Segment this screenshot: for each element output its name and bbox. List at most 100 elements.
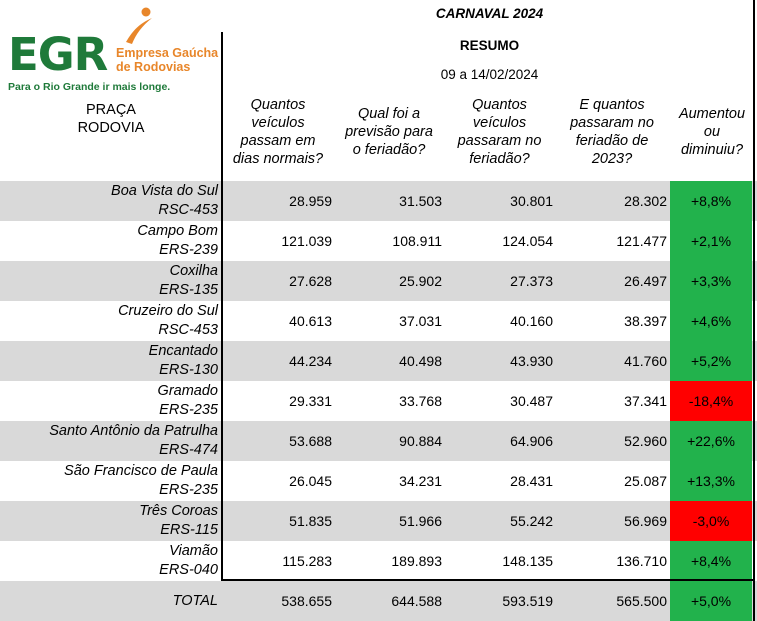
header-line: feriadão de <box>575 133 649 149</box>
change-cell: +13,3% <box>670 461 752 501</box>
normal-cell: 29.331 <box>289 393 332 409</box>
actual-cell: 27.373 <box>510 273 553 289</box>
forecast-cell: 34.231 <box>399 473 442 489</box>
header-praca-rodovia: PRAÇA RODOVIA <box>0 101 222 137</box>
praca-cell: Santo Antônio da Patrulha ERS-474 <box>0 421 218 461</box>
header-line: E quantos <box>579 97 645 113</box>
actual-cell: 30.487 <box>510 393 553 409</box>
total-normal: 538.655 <box>281 593 332 609</box>
table-row: Três Coroas ERS-115 51.835 51.966 55.242 56.9… <box>0 501 757 541</box>
normal-cell: 44.234 <box>289 353 332 369</box>
header-line: ou <box>703 124 721 140</box>
rodovia-name: ERS-135 <box>159 282 218 298</box>
total-change: +5,0% <box>670 581 752 621</box>
egr-logo: EGR Empresa Gaúcha de Rodovias Para o Ri… <box>4 6 220 98</box>
header-praca: PRAÇA <box>86 102 136 118</box>
actual-cell: 30.801 <box>510 193 553 209</box>
left-border-line <box>221 32 223 581</box>
praca-name: São Francisco de Paula <box>64 463 218 479</box>
logo-name-line1: Empresa Gaúcha <box>116 46 219 60</box>
header-line: previsão para <box>345 124 433 140</box>
rodovia-name: ERS-040 <box>159 562 218 578</box>
logo-company-name: Empresa Gaúcha de Rodovias <box>116 46 218 74</box>
header-line: diminuiu? <box>680 142 744 158</box>
last-year-cell: 26.497 <box>624 273 667 289</box>
forecast-cell: 25.902 <box>399 273 442 289</box>
forecast-cell: 189.893 <box>391 553 442 569</box>
last-year-cell: 136.710 <box>616 553 667 569</box>
change-cell: +4,6% <box>670 301 752 341</box>
header-line: veículos <box>472 115 527 131</box>
praca-cell: Coxilha ERS-135 <box>0 261 218 301</box>
change-cell: -3,0% <box>670 501 752 541</box>
praca-name: Coxilha <box>169 263 218 279</box>
header-line: feriadão? <box>469 151 530 167</box>
praca-name: Gramado <box>157 383 218 399</box>
rodovia-name: ERS-239 <box>159 242 218 258</box>
normal-cell: 26.045 <box>289 473 332 489</box>
actual-cell: 148.135 <box>502 553 553 569</box>
actual-cell: 124.054 <box>502 233 553 249</box>
header-line: dias normais? <box>232 151 324 167</box>
rodovia-name: ERS-130 <box>159 362 218 378</box>
forecast-cell: 31.503 <box>399 193 442 209</box>
header-line: veículos <box>251 115 305 131</box>
header-last-year: E quantos passaram no feriadão de 2023? <box>555 96 669 168</box>
table-row: Viamão ERS-040 115.283 189.893 148.135 136.71… <box>0 541 757 581</box>
logo-tagline: Para o Rio Grande ir mais longe. <box>8 81 171 93</box>
last-year-cell: 38.397 <box>624 313 667 329</box>
change-cell: +5,2% <box>670 341 752 381</box>
forecast-cell: 108.911 <box>392 233 442 249</box>
praca-name: Encantado <box>148 343 218 359</box>
header-actual: Quantos veículos passaram no feriadão? <box>444 96 555 168</box>
total-forecast: 644.588 <box>391 593 442 609</box>
normal-cell: 115.283 <box>282 553 332 569</box>
header-line: passam em <box>240 133 316 149</box>
praca-name: Boa Vista do Sul <box>111 183 218 199</box>
praca-name: Cruzeiro do Sul <box>118 303 218 319</box>
report-title: CARNAVAL 2024 <box>435 6 544 21</box>
praca-cell: Viamão ERS-040 <box>0 541 218 581</box>
rodovia-name: RSC-453 <box>158 202 218 218</box>
header-change: Aumentou ou diminuiu? <box>670 105 754 159</box>
praca-name: Viamão <box>169 543 218 559</box>
rodovia-name: ERS-235 <box>159 402 218 418</box>
change-cell: +8,8% <box>670 181 752 221</box>
report-subtitle: RESUMO <box>459 38 520 53</box>
logo-figure-icon <box>126 7 152 44</box>
actual-cell: 43.930 <box>510 353 553 369</box>
change-cell: +3,3% <box>670 261 752 301</box>
table-row: Encantado ERS-130 44.234 40.498 43.930 41.760… <box>0 341 757 381</box>
report-period: 09 a 14/02/2024 <box>440 67 539 82</box>
table-row: Gramado ERS-235 29.331 33.768 30.487 37.341 -1… <box>0 381 757 421</box>
actual-cell: 64.906 <box>510 433 553 449</box>
header-forecast: Qual foi a previsão para o feriadão? <box>334 105 444 159</box>
praca-cell: Boa Vista do Sul RSC-453 <box>0 181 218 221</box>
rodovia-name: RSC-453 <box>158 322 218 338</box>
logo-name-line2: de Rodovias <box>116 60 191 74</box>
change-cell: +22,6% <box>670 421 752 461</box>
table-row: Santo Antônio da Patrulha ERS-474 53.688 90… <box>0 421 757 461</box>
table-row: Boa Vista do Sul RSC-453 28.959 31.503 30.80… <box>0 181 757 221</box>
rodovia-name: ERS-115 <box>160 522 218 538</box>
actual-cell: 28.431 <box>510 473 553 489</box>
forecast-cell: 40.498 <box>399 353 442 369</box>
normal-cell: 51.835 <box>289 513 332 529</box>
last-year-cell: 121.477 <box>616 233 667 249</box>
praca-cell: Gramado ERS-235 <box>0 381 218 421</box>
last-year-cell: 37.341 <box>624 393 667 409</box>
forecast-cell: 51.966 <box>399 513 442 529</box>
normal-cell: 121.039 <box>281 233 332 249</box>
right-border-line <box>753 0 755 621</box>
actual-cell: 55.242 <box>510 513 553 529</box>
header-line: Qual foi a <box>357 106 421 122</box>
praca-cell: Encantado ERS-130 <box>0 341 218 381</box>
forecast-cell: 37.031 <box>399 313 442 329</box>
last-year-cell: 41.760 <box>624 353 667 369</box>
praca-cell: Campo Bom ERS-239 <box>0 221 218 261</box>
normal-cell: 53.688 <box>289 433 332 449</box>
bottom-border-line <box>221 579 755 581</box>
table-row: Coxilha ERS-135 27.628 25.902 27.373 26.497 +3… <box>0 261 757 301</box>
header-line: Quantos <box>472 97 527 113</box>
change-cell: -18,4% <box>670 381 752 421</box>
